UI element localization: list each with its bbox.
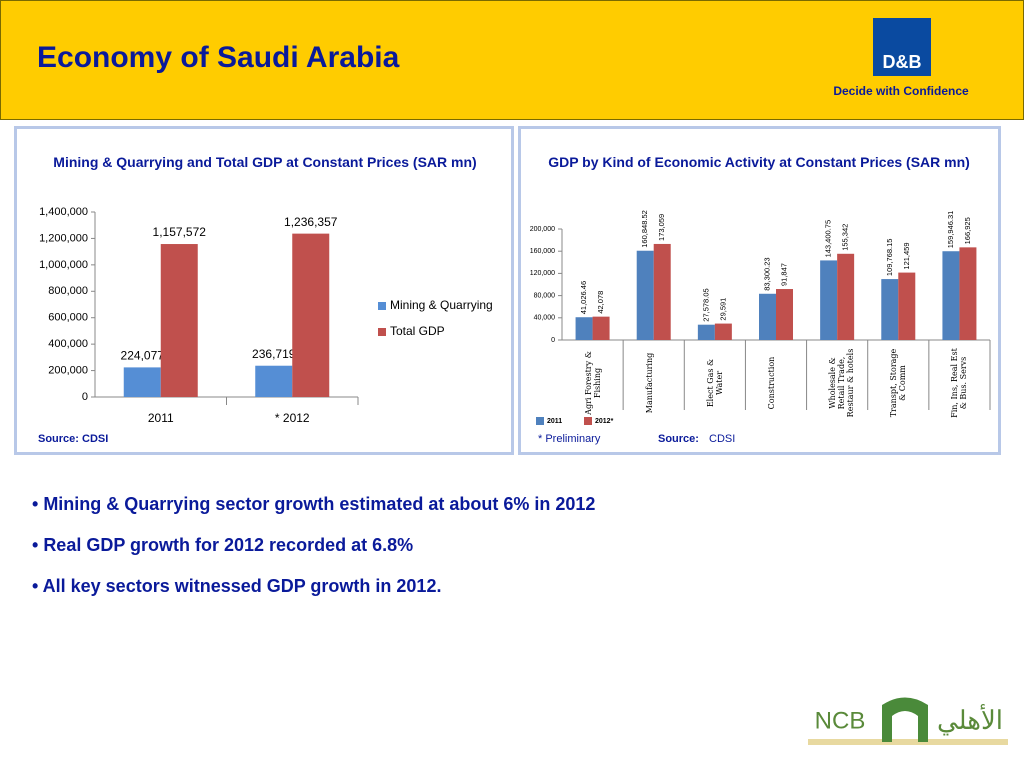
bar <box>837 253 855 340</box>
header-band <box>0 0 1024 120</box>
value-label: 224,077 <box>121 349 165 363</box>
value-label: 109,768.15 <box>885 239 894 277</box>
source-note: Source: CDSI <box>38 433 108 445</box>
value-label: 166,925 <box>963 217 972 244</box>
y-tick-label: 400,000 <box>48 338 88 350</box>
bar <box>697 324 715 340</box>
chart-title: GDP by Kind of Economic Activity at Cons… <box>548 154 970 170</box>
bar <box>820 260 838 340</box>
bar <box>759 293 776 340</box>
value-label: 42,078 <box>596 291 605 314</box>
x-tick-label: Wholesale & Retail Trade, Restaur & hote… <box>828 348 856 418</box>
y-tick-label: 600,000 <box>48 312 88 324</box>
x-tick-label: Manufacturing <box>644 352 654 414</box>
bar <box>898 272 916 340</box>
legend-swatch <box>536 417 544 425</box>
tagline: Decide with Confidence <box>833 84 969 98</box>
legend-swatch <box>378 328 386 336</box>
bar <box>592 316 610 340</box>
value-label: 91,847 <box>779 263 788 286</box>
value-label: 83,300.23 <box>762 257 771 290</box>
x-tick-label: * 2012 <box>275 411 310 425</box>
db-logo: D&B <box>883 52 922 72</box>
value-label: 173,059 <box>657 214 666 241</box>
bar <box>123 367 161 397</box>
value-label: 29,591 <box>718 298 727 321</box>
y-tick-label: 80,000 <box>534 292 556 299</box>
bar <box>942 251 960 340</box>
y-tick-label: 200,000 <box>48 364 88 376</box>
bar <box>776 289 793 340</box>
value-label: 143,400.75 <box>824 220 833 258</box>
y-tick-label: 200,000 <box>530 226 555 233</box>
logo-underline <box>808 739 1008 745</box>
y-tick-label: 40,000 <box>534 315 556 322</box>
db-logo-box <box>873 18 931 76</box>
x-tick-label: Fin, Ins, Real Est & Bus. Servs <box>950 348 969 418</box>
value-label: 160,848.52 <box>640 210 649 248</box>
bar <box>636 250 654 340</box>
panel-right <box>518 126 1001 455</box>
x-tick-label: Elect Gas & Water <box>705 358 724 408</box>
y-tick-label: 800,000 <box>48 285 88 297</box>
y-tick-label: 0 <box>551 337 555 344</box>
legend-label: Total GDP <box>390 324 445 338</box>
y-tick-label: 1,000,000 <box>39 259 88 271</box>
value-label: 1,236,357 <box>284 215 338 229</box>
value-label: 155,342 <box>841 224 850 251</box>
bar <box>255 365 293 397</box>
bar <box>881 279 899 340</box>
x-tick-label: Transpt, Storage & Comm <box>889 348 908 418</box>
legend-swatch <box>584 417 592 425</box>
legend-label: 2012* <box>595 418 614 425</box>
legend-label: Mining & Quarrying <box>390 298 493 312</box>
bullet: • Real GDP growth for 2012 recorded at 6… <box>32 535 414 555</box>
ncb-arabic: الأهلي <box>937 703 1003 735</box>
chart-title: Mining & Quarrying and Total GDP at Cons… <box>53 154 477 170</box>
slide-title: Economy of Saudi Arabia <box>37 41 400 74</box>
footnote: * Preliminary <box>538 433 601 445</box>
y-tick-label: 1,400,000 <box>39 206 88 218</box>
ncb-logo: NCB <box>815 707 866 734</box>
bar <box>575 317 593 340</box>
bar <box>653 243 671 340</box>
value-label: 121,459 <box>902 242 911 269</box>
panel-left <box>14 126 514 455</box>
legend-label: 2011 <box>547 418 562 425</box>
y-tick-label: 0 <box>82 391 88 403</box>
x-tick-label: 2011 <box>148 411 174 425</box>
value-label: 236,719 <box>252 347 296 361</box>
y-tick-label: 120,000 <box>530 270 555 277</box>
bar <box>959 247 977 340</box>
bar <box>714 323 732 340</box>
legend-swatch <box>378 302 386 310</box>
source-label: Source: <box>658 433 699 445</box>
x-tick-label: Agri Forestry & Fishing <box>583 351 602 415</box>
ncb-icon <box>882 697 928 742</box>
bullet: • Mining & Quarrying sector growth estim… <box>32 494 596 514</box>
x-tick-label: Construction <box>767 356 776 410</box>
source-note: CDSI <box>709 433 735 445</box>
value-label: 27,578.05 <box>701 288 710 321</box>
bar <box>160 244 198 397</box>
value-label: 159,946.31 <box>946 211 955 249</box>
y-tick-label: 1,200,000 <box>39 232 88 244</box>
y-tick-label: 160,000 <box>530 248 555 255</box>
bullet: • All key sectors witnessed GDP growth i… <box>32 576 442 596</box>
bar <box>292 233 330 397</box>
value-label: 1,157,572 <box>153 225 207 239</box>
value-label: 41,026.46 <box>579 281 588 314</box>
